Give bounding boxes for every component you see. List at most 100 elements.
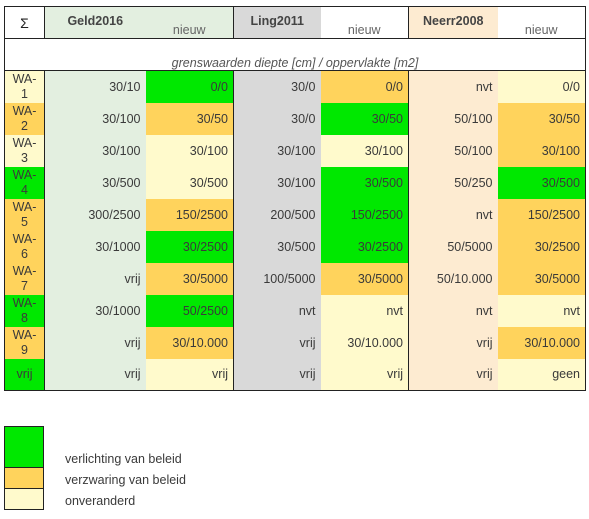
neerr-value: nvt <box>408 198 498 231</box>
geld-new-value: 30/500 <box>145 166 234 199</box>
subtitle-row: grenswaarden diepte [cm] / oppervlakte [… <box>4 38 586 71</box>
geld-value: 30/1000 <box>44 230 146 263</box>
row-code-prefix: WA- <box>12 327 37 342</box>
row-code-number: 4 <box>21 182 28 197</box>
row-code-number: 5 <box>21 214 28 229</box>
row-code-prefix: WA- <box>12 135 37 150</box>
legend-swatch-orange <box>4 467 44 488</box>
ling-value: 30/500 <box>233 230 321 263</box>
table-row: WA- 6 30/1000 30/2500 30/500 30/2500 50/5000 30… <box>4 230 586 263</box>
ling-value: vrij <box>233 326 321 359</box>
geld-new-value: 30/2500 <box>145 230 234 263</box>
row-code: WA- 2 <box>4 102 45 135</box>
neerr-new-value: nvt <box>497 294 586 327</box>
neerr-new-value: 0/0 <box>497 70 586 103</box>
legend-swatch-green <box>4 426 44 467</box>
geld-value: 300/2500 <box>44 198 146 231</box>
table-subtitle: grenswaarden diepte [cm] / oppervlakte [… <box>4 38 586 71</box>
geld-value: 30/100 <box>44 102 146 135</box>
new-label-ling: nieuw <box>320 6 409 39</box>
neerr-new-value: 30/500 <box>497 166 586 199</box>
geld-new-value: vrij <box>145 358 234 391</box>
row-code: vrij <box>4 358 45 391</box>
row-code: WA- 8 <box>4 294 45 327</box>
row-code-number: 1 <box>21 86 28 101</box>
ling-value: 100/5000 <box>233 262 321 295</box>
row-code-number: 8 <box>21 310 28 325</box>
legend-label-unchanged: onveranderd <box>65 494 136 508</box>
neerr-value: 50/250 <box>408 166 498 199</box>
neerr-new-value: 30/5000 <box>497 262 586 295</box>
row-code-number: 7 <box>21 278 28 293</box>
neerr-value: 50/100 <box>408 102 498 135</box>
neerr-new-value: 150/2500 <box>497 198 586 231</box>
neerr-value: nvt <box>408 70 498 103</box>
ling-new-value: 30/2500 <box>320 230 409 263</box>
geld-new-value: 30/10.000 <box>145 326 234 359</box>
row-code: WA- 6 <box>4 230 45 263</box>
table-row: WA- 4 30/500 30/500 30/100 30/500 50/250 30/500 <box>4 166 586 199</box>
ling-new-value: 30/10.000 <box>320 326 409 359</box>
table-row: WA- 3 30/100 30/100 30/100 30/100 50/100 30/100 <box>4 134 586 167</box>
row-code-prefix: WA- <box>12 295 37 310</box>
ling-new-value: 30/50 <box>320 102 409 135</box>
neerr-value: 50/10.000 <box>408 262 498 295</box>
neerr-new-value: 30/2500 <box>497 230 586 263</box>
table-row: WA- 2 30/100 30/50 30/0 30/50 50/100 30/50 <box>4 102 586 135</box>
table-row: vrij vrij vrij vrij vrij vrij geen <box>4 358 586 391</box>
geld-value: vrij <box>44 358 146 391</box>
header-row: Σ Geld2016 nieuw Ling2011 nieuw Neerr200… <box>4 6 586 39</box>
geld-value: vrij <box>44 326 146 359</box>
source-ling2011: Ling2011 <box>233 6 321 39</box>
ling-new-value: 30/5000 <box>320 262 409 295</box>
ling-new-value: vrij <box>320 358 409 391</box>
geld-new-value: 150/2500 <box>145 198 234 231</box>
neerr-new-value: 30/50 <box>497 102 586 135</box>
legend-label-lighter: verlichting van beleid <box>65 452 182 466</box>
ling-value: 30/0 <box>233 70 321 103</box>
row-code-number: 9 <box>21 342 28 357</box>
row-code-number: 6 <box>21 246 28 261</box>
table-row: WA- 7 vrij 30/5000 100/5000 30/5000 50/10.000 3… <box>4 262 586 295</box>
geld-new-value: 0/0 <box>145 70 234 103</box>
geld-value: 30/10 <box>44 70 146 103</box>
neerr-new-value: 30/100 <box>497 134 586 167</box>
row-code: WA- 1 <box>4 70 45 103</box>
neerr-value: 50/5000 <box>408 230 498 263</box>
geld-new-value: 30/100 <box>145 134 234 167</box>
neerr-value: 50/100 <box>408 134 498 167</box>
ling-value: nvt <box>233 294 321 327</box>
ling-new-value: 0/0 <box>320 70 409 103</box>
table-row: WA- 8 30/1000 50/2500 nvt nvt nvt nvt <box>4 294 586 327</box>
ling-new-value: 30/500 <box>320 166 409 199</box>
row-code-prefix: WA- <box>12 71 37 86</box>
ling-new-value: nvt <box>320 294 409 327</box>
neerr-new-value: geen <box>497 358 586 391</box>
row-code-prefix: vrij <box>16 366 33 381</box>
geld-new-value: 30/50 <box>145 102 234 135</box>
source-neerr2008: Neerr2008 <box>408 6 498 39</box>
geld-value: vrij <box>44 262 146 295</box>
row-code-prefix: WA- <box>12 231 37 246</box>
neerr-value: vrij <box>408 326 498 359</box>
new-label-geld: nieuw <box>145 6 234 39</box>
table-row: WA- 1 30/10 0/0 30/0 0/0 nvt 0/0 <box>4 70 586 103</box>
row-code-prefix: WA- <box>12 103 37 118</box>
ling-value: 30/0 <box>233 102 321 135</box>
row-code: WA- 4 <box>4 166 45 199</box>
policy-comparison-table: Σ Geld2016 nieuw Ling2011 nieuw Neerr200… <box>4 6 586 391</box>
ling-new-value: 150/2500 <box>320 198 409 231</box>
ling-value: 200/500 <box>233 198 321 231</box>
neerr-new-value: 30/10.000 <box>497 326 586 359</box>
table-row: WA- 5 300/2500 150/2500 200/500 150/2500 nvt 15… <box>4 198 586 231</box>
sigma-cell: Σ <box>4 6 45 39</box>
row-code-prefix: WA- <box>12 167 37 182</box>
geld-value: 30/500 <box>44 166 146 199</box>
table-row: WA- 9 vrij 30/10.000 vrij 30/10.000 vrij 30/10.… <box>4 326 586 359</box>
geld-new-value: 50/2500 <box>145 294 234 327</box>
legend-label-heavier: verzwaring van beleid <box>65 473 186 487</box>
row-code-prefix: WA- <box>12 199 37 214</box>
source-geld2016: Geld2016 <box>44 6 146 39</box>
row-code: WA- 5 <box>4 198 45 231</box>
legend-swatch-cream <box>4 488 44 510</box>
